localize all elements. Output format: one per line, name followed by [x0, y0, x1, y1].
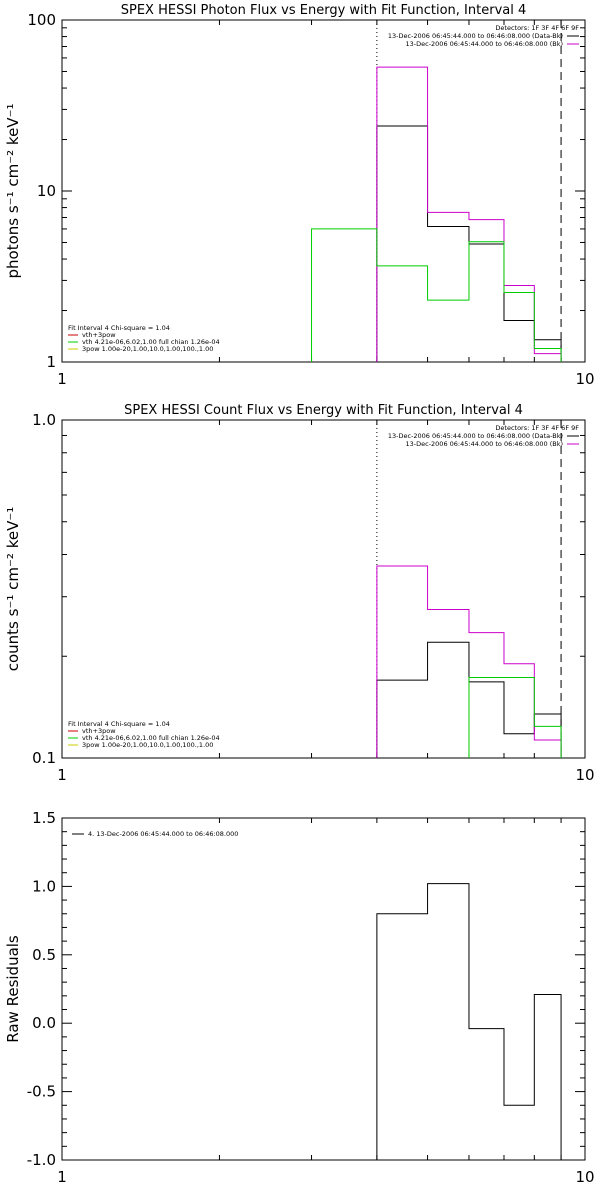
- y-tick-label: -0.5: [27, 1083, 56, 1101]
- x-tick-label: 1: [57, 370, 67, 388]
- legend-entry: 13-Dec-2006 06:45:44.000 to 06:46:08.000…: [406, 40, 564, 48]
- legend-fit-entry: Fit Interval 4 Chi-square = 1.04: [68, 324, 170, 332]
- series-vth: [468, 677, 562, 758]
- y-tick-label: 100: [27, 11, 56, 29]
- legend-entry: 13-Dec-2006 06:45:44.000 to 06:46:08.000…: [388, 432, 563, 440]
- y-axis-label: counts s⁻¹ cm⁻² keV⁻¹: [4, 507, 22, 672]
- chart-title: SPEX HESSI Count Flux vs Energy with Fit…: [124, 403, 523, 418]
- series-vth: [311, 228, 562, 362]
- legend-detectors: Detectors: 1F 3F 4F 6F 9F: [495, 24, 579, 32]
- legend-fit-entry: vth+3pow: [82, 727, 116, 735]
- legend-fit-entry: vth 4.21e-06,6.02,1.00 full chian 1.26e-…: [82, 338, 220, 346]
- legend-fit-entry: Fit Interval 4 Chi-square = 1.04: [68, 720, 170, 728]
- y-tick-label: 1.0: [32, 411, 56, 429]
- y-tick-label: 0.0: [32, 1014, 56, 1032]
- panel-1: SPEX HESSI Photon Flux vs Energy with Fi…: [4, 3, 595, 388]
- y-tick-label: 1.0: [32, 877, 56, 895]
- legend-fit-entry: vth 4.21e-06,6.02,1.00 full chian 1.26e-…: [82, 734, 220, 742]
- legend-entry: 13-Dec-2006 06:45:44.000 to 06:46:08.000…: [406, 440, 564, 448]
- legend-fit-entry: vth+3pow: [82, 331, 116, 339]
- chart-title: SPEX HESSI Photon Flux vs Energy with Fi…: [121, 3, 527, 18]
- y-axis-label: photons s⁻¹ cm⁻² keV⁻¹: [4, 104, 22, 279]
- x-tick-label: 10: [575, 766, 594, 784]
- series-data-bk: [376, 641, 562, 758]
- plot-frame: [61, 19, 586, 363]
- y-tick-label: 10: [37, 182, 56, 200]
- legend-entry: 13-Dec-2006 06:45:44.000 to 06:46:08.000…: [388, 32, 563, 40]
- x-tick-label: 1: [57, 1168, 67, 1186]
- series-4-13-dec-2006-06-45-44-000-to-06-46-08-000: [376, 883, 562, 1160]
- panel-3: 1 10 -1.0 -0.5 0.0 0.5 1.0 1.5 Raw Residuals 4. 1…: [4, 809, 595, 1186]
- x-tick-label: 10: [575, 370, 594, 388]
- plot-frame: [61, 817, 586, 1161]
- legend-fit-entry: 3pow 1.00e-20,1.00,10.0,1.00,100.,1.00: [82, 741, 213, 749]
- series-bk: [376, 66, 562, 362]
- panel-2: SPEX HESSI Count Flux vs Energy with Fit…: [4, 403, 595, 784]
- plot-frame: [61, 419, 586, 759]
- legend-detectors: Detectors: 1F 3F 4F 6F 9F: [495, 424, 579, 432]
- y-tick-label: 0.1: [32, 749, 56, 767]
- series-bk: [376, 565, 562, 758]
- y-tick-label: 1: [46, 353, 56, 371]
- y-tick-label: 1.5: [32, 809, 56, 827]
- series-data-bk: [376, 125, 562, 362]
- legend-residual: 4. 13-Dec-2006 06:45:44.000 to 06:46:08.…: [88, 830, 238, 838]
- y-tick-label: 0.5: [32, 946, 56, 964]
- x-tick-label: 1: [57, 766, 67, 784]
- x-tick-label: 10: [575, 1168, 594, 1186]
- legend-fit-entry: 3pow 1.00e-20,1.00,10.0,1.00,100.,1.00: [82, 345, 213, 353]
- y-axis-label: Raw Residuals: [4, 935, 22, 1043]
- y-tick-label: -1.0: [27, 1151, 56, 1169]
